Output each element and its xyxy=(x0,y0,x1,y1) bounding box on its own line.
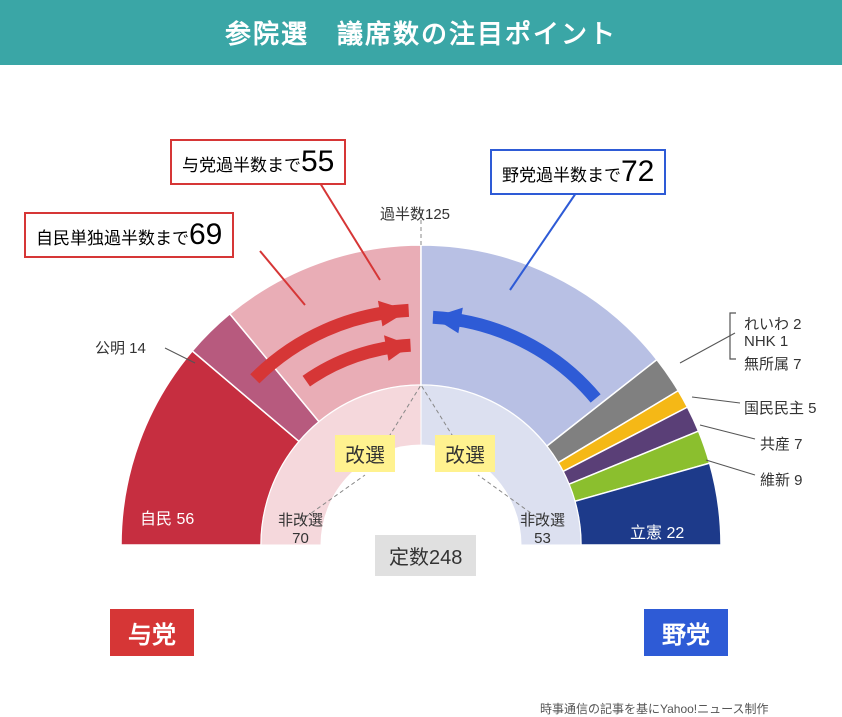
credit-text: 時事通信の記事を基にYahoo!ニュース制作 xyxy=(540,700,769,717)
callout-text: 自民単独過半数まで xyxy=(36,229,189,248)
page-title: 参院選 議席数の注目ポイント xyxy=(0,0,842,65)
callout-text: 与党過半数まで xyxy=(182,156,301,175)
side-label-1: NHK 1 xyxy=(744,333,788,350)
callout-coalition-majority: 与党過半数まで55 xyxy=(170,139,346,185)
leader-3 xyxy=(700,425,755,439)
side-label-2: 無所属 7 xyxy=(744,353,802,374)
leader-4 xyxy=(706,460,755,475)
chart-area: 自民単独過半数まで69 与党過半数まで55 野党過半数まで72 過半数125 公… xyxy=(0,65,842,705)
side-label-3: 国民民主 5 xyxy=(744,397,817,418)
teisu-label: 定数248 xyxy=(375,535,476,576)
side-label-0: れいわ 2 xyxy=(744,313,802,334)
seg-label-ldp: 自民 56 xyxy=(140,505,194,529)
hikaisen-right: 非改選53 xyxy=(520,509,565,547)
callout-text: 野党過半数まで xyxy=(502,166,621,185)
komei-side-label: 公明 14 xyxy=(95,337,146,358)
callout-opp-majority: 野党過半数まで72 xyxy=(490,149,666,195)
leader-2 xyxy=(692,397,740,403)
minor-bracket xyxy=(730,313,736,359)
bloc-ruling: 与党 xyxy=(110,609,194,656)
callout-number: 69 xyxy=(189,218,222,251)
callout-number: 55 xyxy=(301,145,334,178)
kaisen-left: 改選 xyxy=(335,435,395,472)
bloc-opposition: 野党 xyxy=(644,609,728,656)
seg-label-cdp: 立憲 22 xyxy=(630,519,684,543)
leader-1 xyxy=(680,333,735,363)
callout-ldp-majority: 自民単独過半数まで69 xyxy=(24,212,234,258)
side-label-4: 共産 7 xyxy=(760,433,803,454)
hikaisen-left: 非改選70 xyxy=(278,509,323,547)
side-label-5: 維新 9 xyxy=(760,469,803,490)
kaisen-right: 改選 xyxy=(435,435,495,472)
majority-label: 過半数125 xyxy=(380,203,450,224)
callout-number: 72 xyxy=(621,155,654,188)
